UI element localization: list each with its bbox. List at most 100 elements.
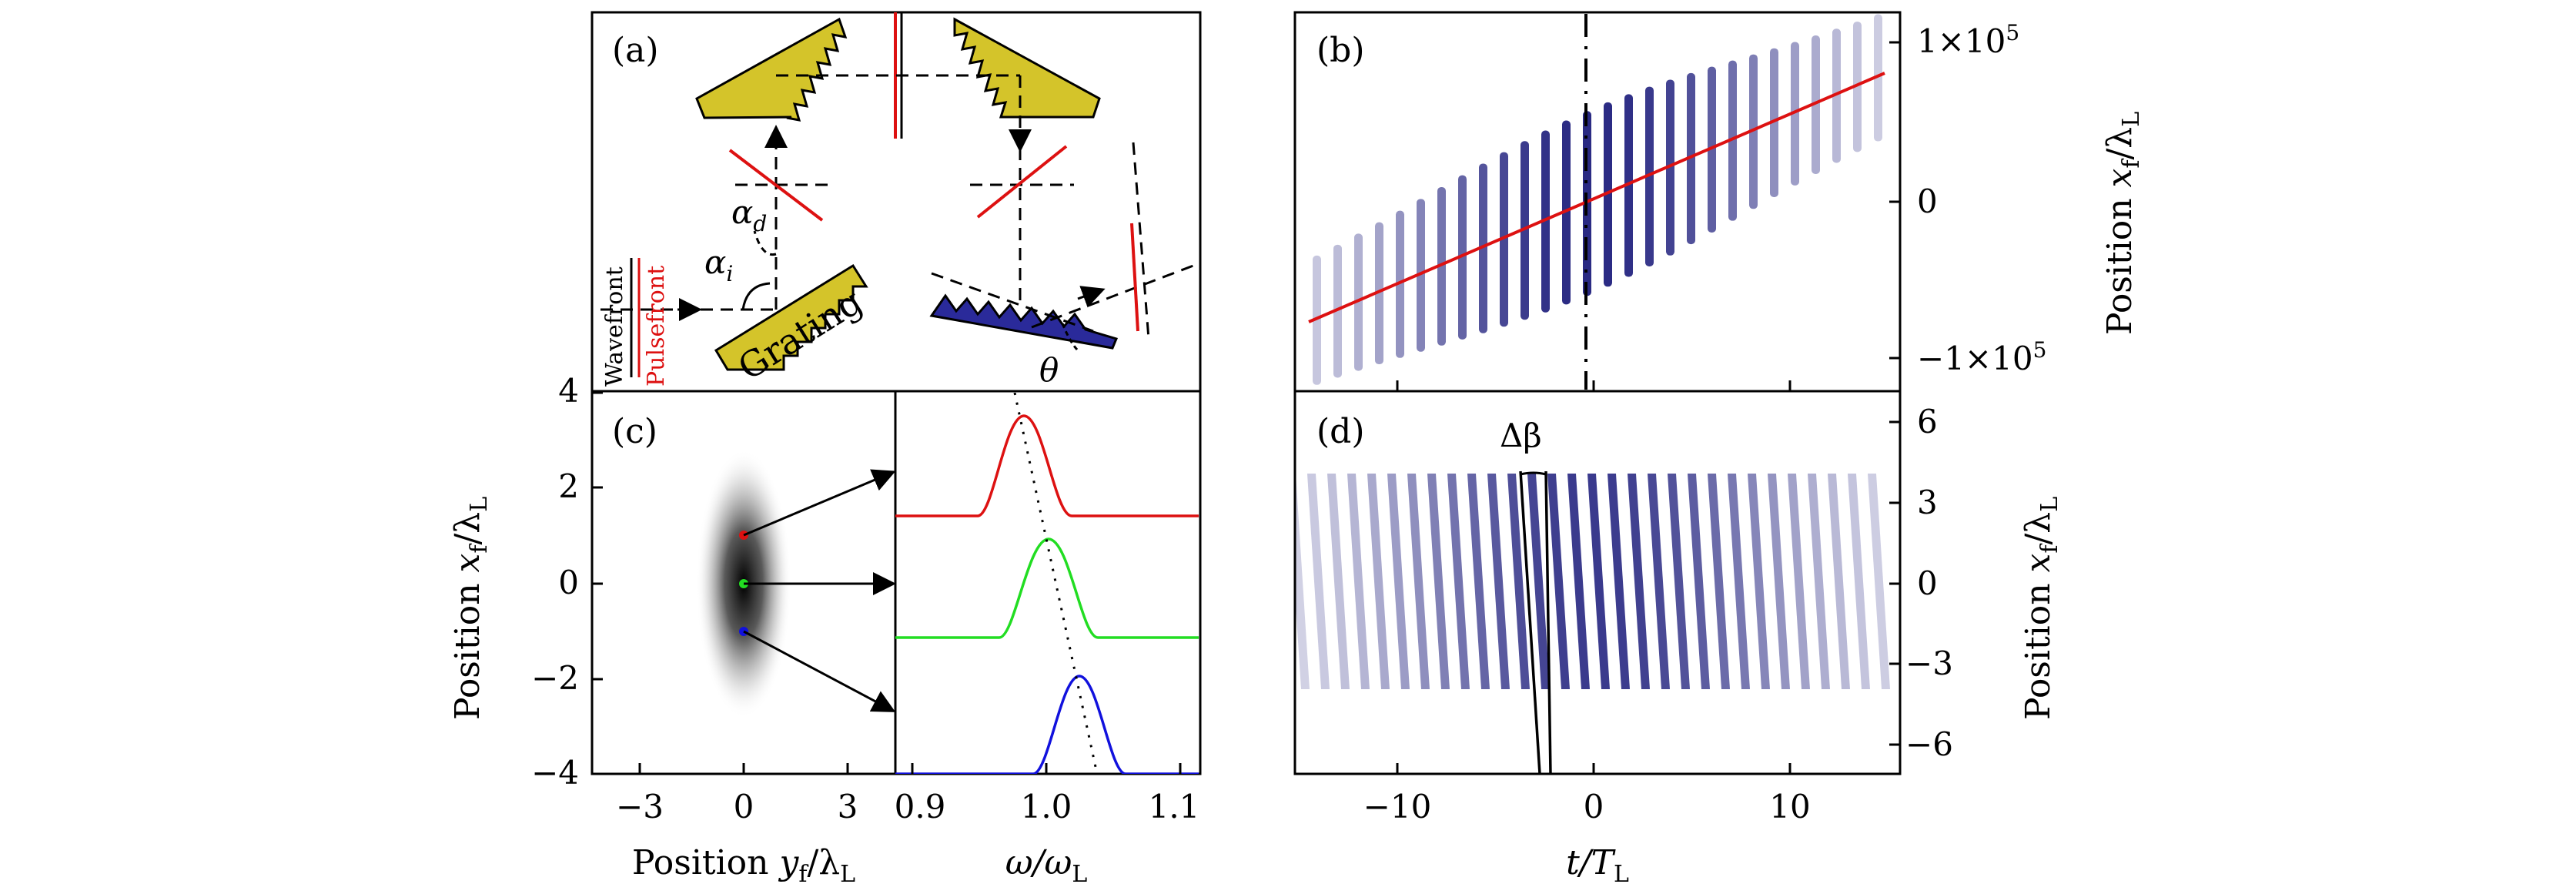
fringe-b [1624,94,1633,277]
panel-c-ticks [592,391,849,775]
spectrum-trend [1013,393,1099,774]
d-ytick-3: 3 [1917,484,1938,521]
fringe-d [1668,474,1690,689]
fringe-b [1645,86,1654,267]
panel-a-label: (a) [612,31,659,70]
panel-b-frame [1293,11,1902,393]
fringe-b [1562,120,1571,305]
fringe-d [1848,474,1870,689]
fringe-d [1307,474,1330,689]
d-yaxis-label: Position xf/λL [2019,497,2063,720]
fringe-d [1768,474,1790,689]
fringe-d [1487,474,1510,689]
fringe-d [1808,474,1830,689]
fringe-d [1447,474,1470,689]
fringe-d [1868,474,1890,689]
panel-c2-ticks [911,763,1182,774]
c-ytick-m2: −2 [531,659,579,697]
spectrum-red [895,414,1199,517]
fringe-d [1688,474,1710,689]
panel-d-label: (d) [1316,412,1365,451]
fringe-b [1396,210,1404,358]
fringe-d [1527,474,1550,689]
c-xtick-0: 0 [734,788,754,825]
spectrum-blue [895,675,1199,774]
alpha-i-symbol: αi [704,243,733,286]
fringe-d [1828,474,1850,689]
beamsplitter-left [728,149,824,222]
fringe-d [1788,474,1810,689]
fringe-b [1853,22,1862,152]
arrow-output [1077,286,1106,308]
fringe-b [1728,60,1737,221]
fringe-b [1354,233,1363,371]
dbeta-arc [1520,471,1547,476]
fringe-b [1458,175,1467,340]
b-yaxis-label: Position xf/λL [2100,112,2145,335]
alpha-i-arc [741,282,771,310]
beamsplitter-right [976,145,1068,219]
fringe-b [1375,222,1383,365]
fringe-b [1708,66,1716,233]
d-ytick-m3: −3 [1905,645,1953,682]
fringe-b [1479,163,1487,333]
c2-xtick-09: 0.9 [895,788,946,825]
c2-xtick-11: 1.1 [1149,788,1200,825]
d-xtick-10: 10 [1769,788,1810,825]
spectrum-green [895,537,1199,639]
fringe-d [1547,474,1570,689]
d-ytick-m6: −6 [1905,725,1953,763]
fringe-d [1628,474,1650,689]
fringe-d [1427,474,1450,689]
c-xtick-m3: −3 [616,788,664,825]
d-xtick-m10: −10 [1363,788,1432,825]
panel-b-ticks [1396,41,1900,391]
panel-c: (c) 4 2 0 −2 −4 −3 0 3 Position yf/λL Po… [448,372,897,888]
dbeta-line-a [1519,470,1541,774]
beam-paths [601,74,1194,340]
fringe-d [1567,474,1590,689]
fringe-b [1874,14,1882,142]
b-ytick-bot: −1×105 [1917,337,2046,377]
c-xtick-3: 3 [838,788,858,825]
fringes-b [1313,14,1882,385]
fringe-d [1387,474,1410,689]
fringe-b [1417,199,1425,352]
c-ytick-0: 0 [558,564,579,601]
fringe-b [1333,244,1342,378]
fringe-d [1587,474,1610,689]
d-ytick-0: 0 [1917,564,1938,602]
c-ytick-m4: −4 [531,754,579,792]
grating-bottom-left [714,263,868,371]
output-mirror [1130,223,1139,332]
panel-c2: 0.9 1.0 1.1 ω/ωL [894,390,1202,888]
panel-c-label: (c) [612,412,657,451]
tilt-line-b [1308,72,1885,323]
pulsefront-label: Pulsefront [643,266,670,387]
grating-bottom-right [929,293,1119,350]
c-xaxis-label: Position yf/λL [632,843,855,888]
alpha-d-symbol: αd [731,193,767,236]
panel-d-ticks [1396,420,1900,774]
fringe-d [1708,474,1730,689]
arrow-red [743,469,896,537]
fringe-d [1295,474,1310,689]
fringe-b [1437,186,1446,346]
panel-b-label: (b) [1316,31,1365,70]
panel-d: (d) Δβ 6 3 0 −3 −6 −10 0 10 t/TL Positio… [1293,390,2063,888]
theta-arc [1061,323,1079,352]
fringe-b [1604,102,1612,287]
panel-a: (a) [590,11,1202,393]
fringe-b [1666,79,1674,256]
fringes-d [1295,474,1890,689]
c-yaxis-label: Position xf/λL [448,497,493,720]
fringe-b [1313,255,1321,385]
panel-b: (b) 1×105 0 −1×105 Position xf/λL [1293,11,2145,393]
d-xtick-0: 0 [1584,788,1604,825]
fringe-d [1467,474,1490,689]
alpha-d-arc [753,230,777,256]
fringe-b [1500,152,1508,327]
fringe-d [1607,474,1630,689]
fringe-b [1812,35,1820,174]
